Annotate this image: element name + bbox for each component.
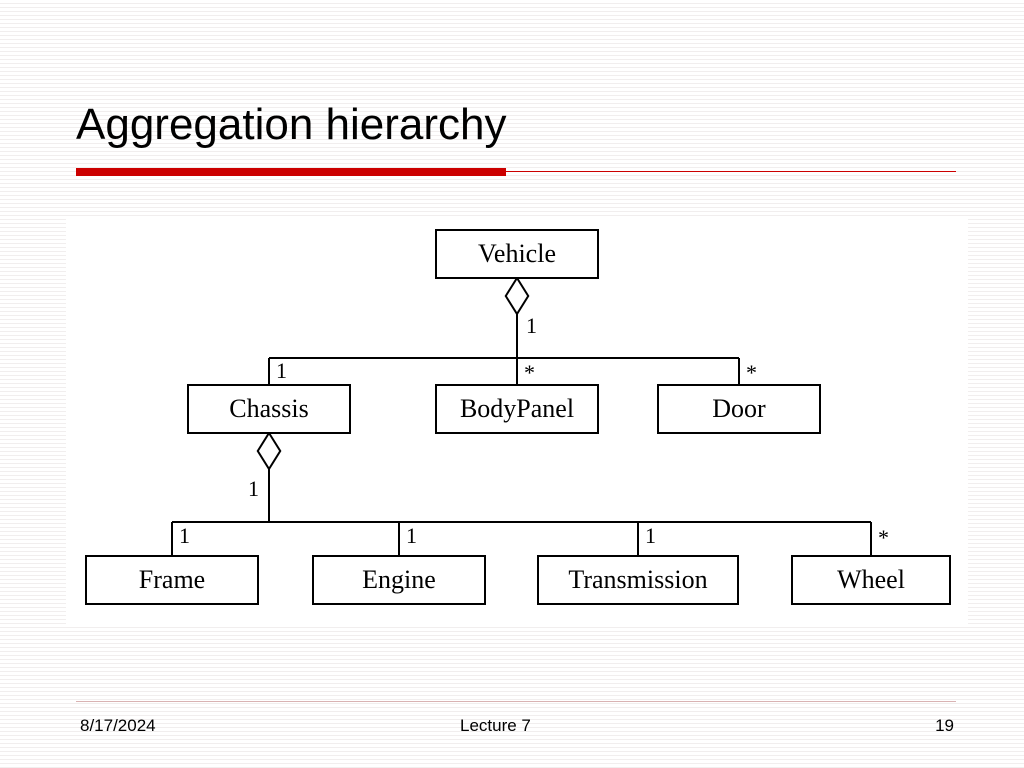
footer-page: 19 <box>935 716 954 736</box>
footer-divider <box>76 701 956 702</box>
multiplicity-label: * <box>878 525 889 550</box>
multiplicity-label: 1 <box>248 476 259 501</box>
diagram-panel: 1 1 * * 1 1 1 1 * Vehicle Chassis BodyPanel Door Fram… <box>66 218 968 626</box>
multiplicity-label: * <box>524 360 535 385</box>
node-label-bodypanel: BodyPanel <box>460 394 574 423</box>
multiplicity-label: * <box>746 360 757 385</box>
node-label-vehicle: Vehicle <box>478 239 556 268</box>
multiplicity-label: 1 <box>179 523 190 548</box>
footer-center: Lecture 7 <box>460 716 531 736</box>
title-rule-thick <box>76 168 506 176</box>
multiplicity-label: 1 <box>406 523 417 548</box>
multiplicity-label: 1 <box>645 523 656 548</box>
aggregation-diagram: 1 1 * * 1 1 1 1 * Vehicle Chassis BodyPanel Door Fram… <box>66 218 968 626</box>
aggregation-diamond <box>258 433 281 469</box>
node-label-transmission: Transmission <box>568 565 707 594</box>
node-label-chassis: Chassis <box>229 394 308 423</box>
node-label-frame: Frame <box>139 565 205 594</box>
multiplicity-label: 1 <box>526 313 537 338</box>
aggregation-diamond <box>506 278 529 314</box>
node-label-door: Door <box>712 394 766 423</box>
multiplicity-label: 1 <box>276 358 287 383</box>
title-rule-thin <box>506 171 956 172</box>
footer-date: 8/17/2024 <box>80 716 156 736</box>
node-label-engine: Engine <box>362 565 436 594</box>
page-title: Aggregation hierarchy <box>76 100 506 150</box>
node-label-wheel: Wheel <box>837 565 905 594</box>
